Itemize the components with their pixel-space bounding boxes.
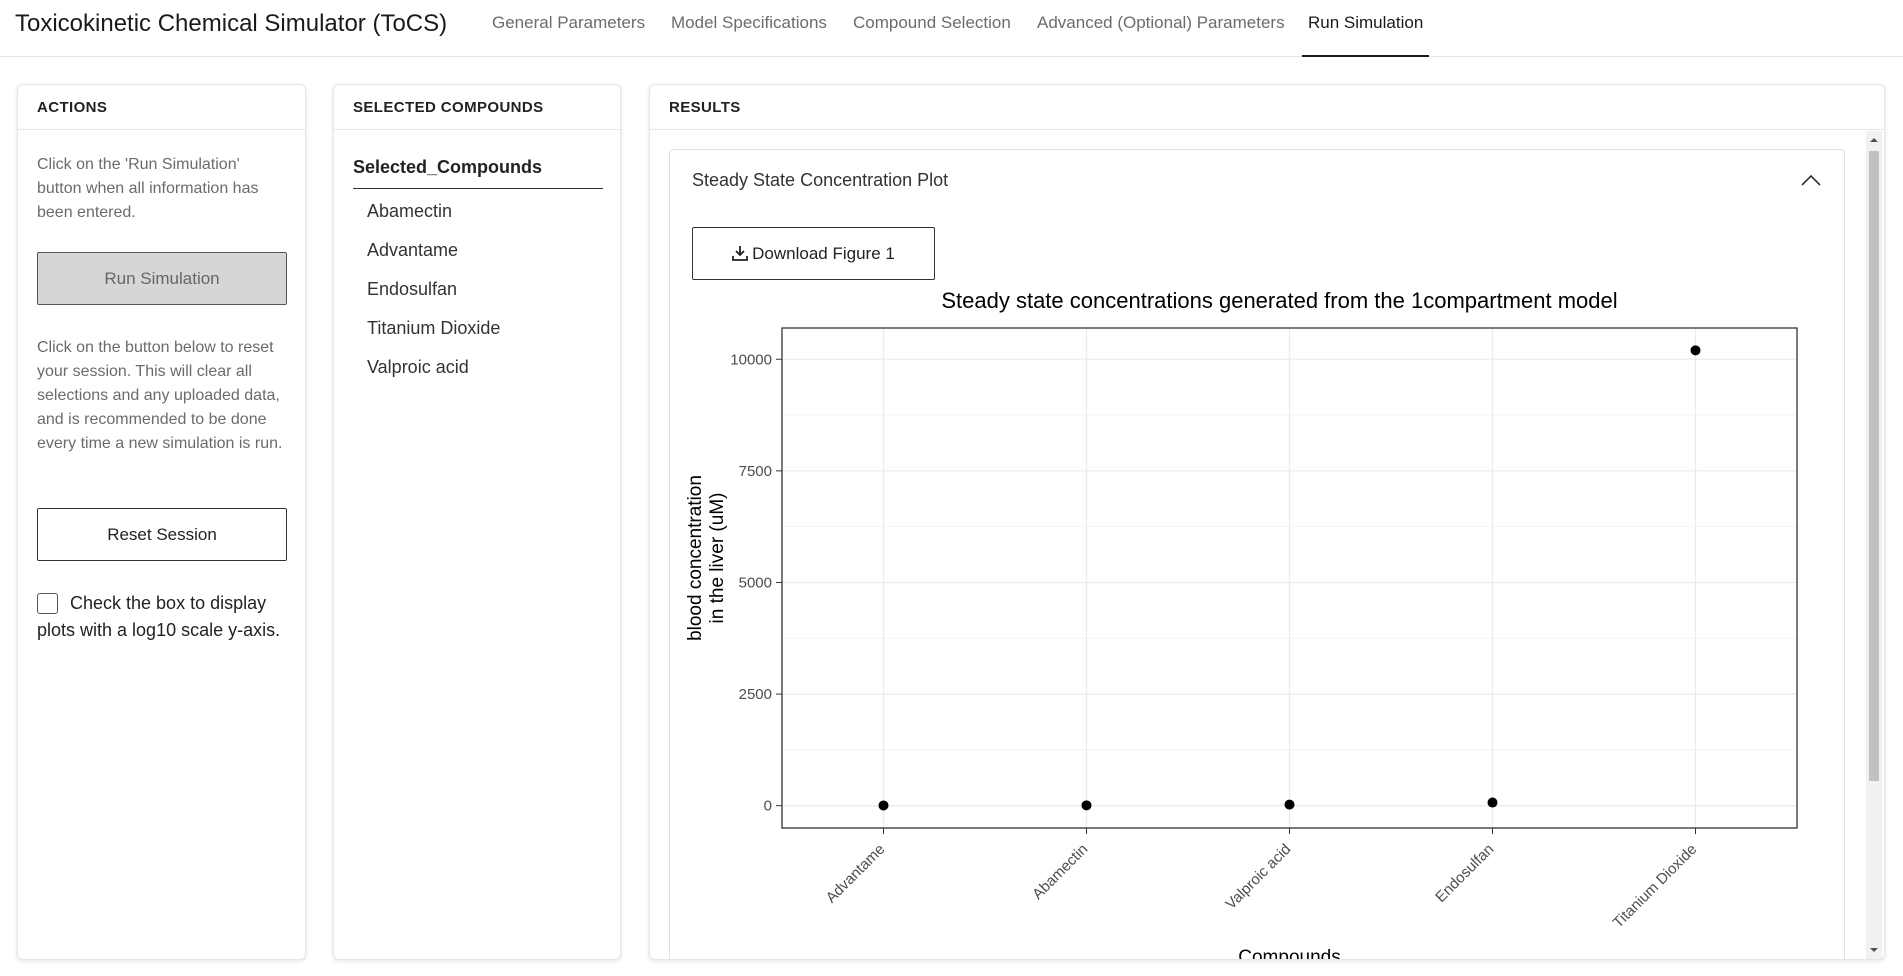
y-axis-label: in the liver (uM) xyxy=(707,493,728,624)
steady-state-chart: Steady state concentrations generated fr… xyxy=(685,288,1798,960)
download-icon xyxy=(732,246,749,261)
steady-state-panel: Steady State Concentration Plot Download… xyxy=(669,149,1845,960)
y-tick-label: 2500 xyxy=(739,686,772,703)
x-axis-label: Compounds xyxy=(1238,947,1340,960)
data-point xyxy=(1690,345,1701,356)
list-item: Valproic acid xyxy=(367,357,469,377)
list-item: Abamectin xyxy=(367,201,453,221)
scroll-thumb[interactable] xyxy=(1869,151,1879,781)
log-scale-option: Check the box to display plots with a lo… xyxy=(37,590,292,644)
selected-compounds-card: SELECTED COMPOUNDS Selected_Compounds Ab… xyxy=(333,84,621,960)
data-point xyxy=(1487,797,1498,808)
log-scale-label: Check the box to display plots with a lo… xyxy=(37,593,281,640)
scroll-up-icon[interactable] xyxy=(1869,135,1879,145)
compounds-header: SELECTED COMPOUNDS xyxy=(334,85,620,130)
data-point xyxy=(1284,799,1295,810)
y-tick-label: 10000 xyxy=(730,351,772,368)
x-tick-label: Titanium Dioxide xyxy=(1610,841,1701,932)
y-tick-label: 5000 xyxy=(739,574,772,591)
compounds-column-header: Selected_Compounds xyxy=(353,153,603,189)
plot-border xyxy=(781,327,1798,829)
chevron-up-icon[interactable] xyxy=(1800,170,1822,192)
results-card: RESULTS Steady State Concentration Plot … xyxy=(649,84,1885,960)
panel-title: Steady State Concentration Plot xyxy=(692,170,949,190)
x-tick-label: Abamectin xyxy=(1029,841,1091,903)
chart-title: Steady state concentrations generated fr… xyxy=(941,288,1617,313)
download-label: Download Figure 1 xyxy=(752,244,895,263)
x-tick-label: Valproic acid xyxy=(1222,841,1294,913)
actions-card: ACTIONS Click on the 'Run Simulation' bu… xyxy=(17,84,306,960)
list-item: Advantame xyxy=(367,240,459,260)
download-figure-button[interactable]: Download Figure 1 xyxy=(692,227,935,280)
app-title: Toxicokinetic Chemical Simulator (ToCS) xyxy=(15,10,448,37)
run-help-text: Click on the 'Run Simulation' button whe… xyxy=(37,156,259,221)
y-tick-label: 7500 xyxy=(739,463,772,480)
scroll-down-icon[interactable] xyxy=(1869,945,1879,955)
tab-compound-selection[interactable]: Compound Selection xyxy=(853,13,1011,32)
compounds-list: Abamectin Advantame Endosulfan Titanium … xyxy=(367,197,500,392)
x-tick-label: Endosulfan xyxy=(1432,841,1497,906)
tab-general-parameters[interactable]: General Parameters xyxy=(492,13,646,32)
data-point xyxy=(1081,800,1092,811)
run-simulation-button[interactable]: Run Simulation xyxy=(37,252,287,305)
tab-advanced-parameters[interactable]: Advanced (Optional) Parameters xyxy=(1037,13,1285,32)
actions-header: ACTIONS xyxy=(18,85,305,130)
data-point xyxy=(878,800,889,811)
list-item: Endosulfan xyxy=(367,279,458,299)
reset-session-button[interactable]: Reset Session xyxy=(37,508,287,561)
reset-help-text: Click on the button below to reset your … xyxy=(37,339,283,452)
list-item: Titanium Dioxide xyxy=(367,318,501,338)
log-scale-checkbox[interactable] xyxy=(37,593,58,614)
results-header: RESULTS xyxy=(650,85,1884,130)
tab-run-simulation[interactable]: Run Simulation xyxy=(1302,0,1430,57)
y-tick-label: 0 xyxy=(764,798,772,815)
top-navbar: Toxicokinetic Chemical Simulator (ToCS) … xyxy=(0,0,1903,57)
y-axis-label: blood concentration xyxy=(685,475,706,641)
tab-model-specifications[interactable]: Model Specifications xyxy=(671,13,827,32)
x-tick-label: Advantame xyxy=(823,841,889,907)
results-scrollbar[interactable] xyxy=(1866,131,1882,959)
